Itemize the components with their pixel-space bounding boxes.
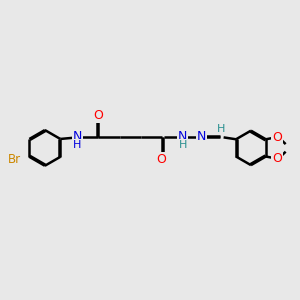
Text: N: N bbox=[178, 130, 187, 143]
Text: O: O bbox=[272, 131, 282, 144]
Text: H: H bbox=[73, 140, 82, 150]
Text: Br: Br bbox=[8, 153, 21, 166]
Text: H: H bbox=[217, 124, 226, 134]
Text: N: N bbox=[197, 130, 206, 143]
Text: H: H bbox=[178, 140, 187, 150]
Text: O: O bbox=[272, 152, 282, 165]
Text: O: O bbox=[157, 152, 166, 166]
Text: O: O bbox=[94, 109, 103, 122]
Text: N: N bbox=[73, 130, 82, 143]
